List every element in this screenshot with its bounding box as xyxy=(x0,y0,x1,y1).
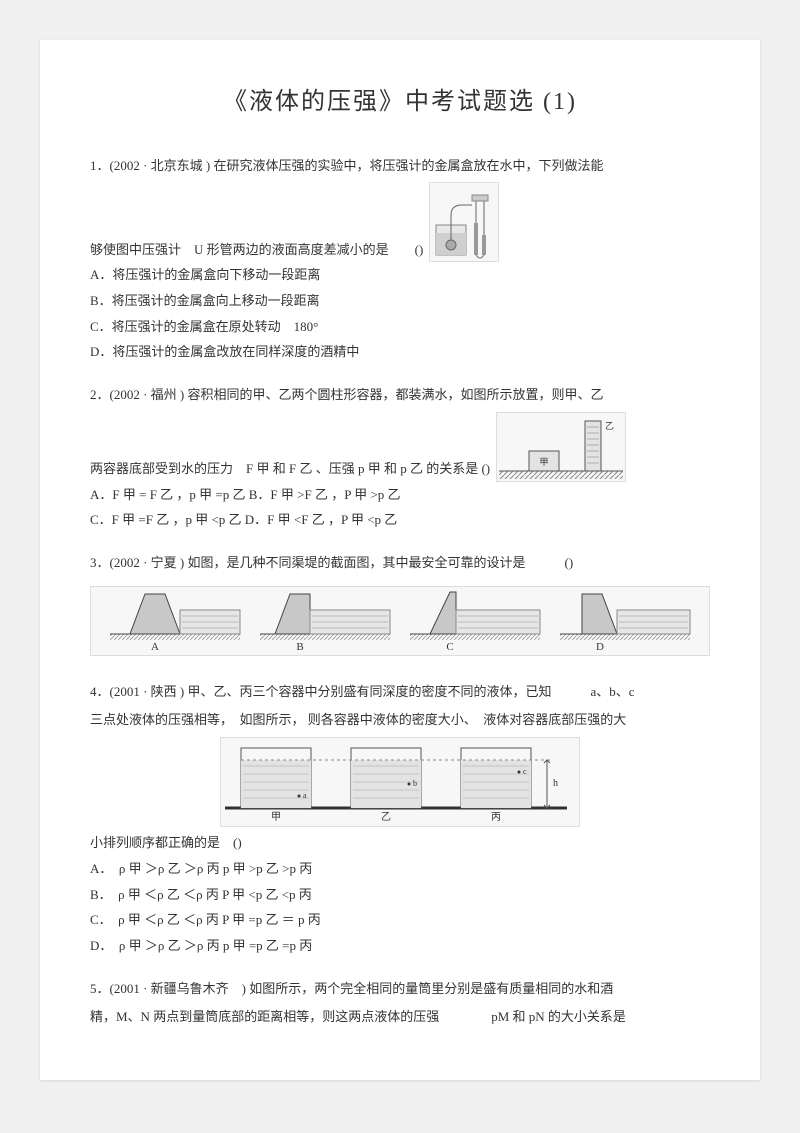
svg-text:B: B xyxy=(296,641,303,653)
q4-stem: 4．(2001 · 陕西 ) 甲、乙、丙三个容器中分别盛有同深度的密度不同的液体… xyxy=(90,680,710,705)
document-page: 《液体的压强》中考试题选 (1) 1．(2002 · 北京东城 ) 在研究液体压… xyxy=(40,40,760,1080)
svg-text:乙: 乙 xyxy=(605,421,614,431)
q1-cont-row: 够使图中压强计 U 形管两边的液面高度差减小的是 () xyxy=(90,182,710,262)
svg-text:甲: 甲 xyxy=(271,812,281,822)
q1-opt-c: C．将压强计的金属盒在原处转动 180° xyxy=(90,315,710,340)
q4-opt-a: A． ρ 甲 ＞ρ 乙 ＞ρ 丙 p 甲 >p 乙 >p 丙 xyxy=(90,857,710,882)
q1-stem: 1．(2002 · 北京东城 ) 在研究液体压强的实验中，将压强计的金属盒放在水… xyxy=(90,154,710,179)
q1-options: A．将压强计的金属盒向下移动一段距离 B．将压强计的金属盒向上移动一段距离 C．… xyxy=(90,263,710,365)
svg-text:丙: 丙 xyxy=(491,812,501,822)
q1-opt-d: D．将压强计的金属盒改放在同样深度的酒精中 xyxy=(90,340,710,365)
page-title: 《液体的压强》中考试题选 (1) xyxy=(90,80,710,126)
svg-text:甲: 甲 xyxy=(540,457,549,467)
svg-text:D: D xyxy=(596,641,604,653)
question-3: 3．(2002 · 宁夏 ) 如图，是几种不同渠堤的截面图，其中最安全可靠的设计… xyxy=(90,551,710,662)
svg-text:A: A xyxy=(151,641,159,653)
q3-stem: 3．(2002 · 宁夏 ) 如图，是几种不同渠堤的截面图，其中最安全可靠的设计… xyxy=(90,551,710,576)
q4-figure: a 甲 b 乙 xyxy=(220,737,580,827)
q2-cont-row: 两容器底部受到水的压力 F 甲 和 F 乙 、压强 p 甲 和 p 乙 的关系是… xyxy=(90,412,710,482)
question-2: 2．(2002 · 福州 ) 容积相同的甲、乙两个圆柱形容器，都装满水，如图所示… xyxy=(90,383,710,533)
svg-text:C: C xyxy=(446,641,453,653)
q3-figure: A B xyxy=(90,586,710,656)
q4-opt-c: C． ρ 甲 ＜ρ 乙 ＜ρ 丙 P 甲 =p 乙 ＝ p 丙 xyxy=(90,908,710,933)
q5-stem: 5．(2001 · 新疆乌鲁木齐 ) 如图所示，两个完全相同的量筒里分别是盛有质… xyxy=(90,977,710,1002)
q2-stem: 2．(2002 · 福州 ) 容积相同的甲、乙两个圆柱形容器，都装满水，如图所示… xyxy=(90,383,710,408)
q2-row2: C．F 甲 =F 乙 ，p 甲 <p 乙 D．F 甲 <F 乙 ，P 甲 <p … xyxy=(90,508,710,533)
question-5: 5．(2001 · 新疆乌鲁木齐 ) 如图所示，两个完全相同的量筒里分别是盛有质… xyxy=(90,977,710,1030)
svg-text:h: h xyxy=(553,778,558,789)
q4-opt-b: B． ρ 甲 ＜ρ 乙 ＜ρ 丙 P 甲 <p 乙 <p 丙 xyxy=(90,883,710,908)
q1-opt-a: A．将压强计的金属盒向下移动一段距离 xyxy=(90,263,710,288)
q4-options: A． ρ 甲 ＞ρ 乙 ＞ρ 丙 p 甲 >p 乙 >p 丙 B． ρ 甲 ＜ρ… xyxy=(90,857,710,959)
q4-cont2: 小排列顺序都正确的是 () xyxy=(90,831,710,856)
question-4: 4．(2001 · 陕西 ) 甲、乙、丙三个容器中分别盛有同深度的密度不同的液体… xyxy=(90,680,710,959)
question-1: 1．(2002 · 北京东城 ) 在研究液体压强的实验中，将压强计的金属盒放在水… xyxy=(90,154,710,365)
svg-text:c: c xyxy=(523,767,527,776)
q2-row1: A．F 甲 = F 乙 ，p 甲 =p 乙 B．F 甲 >F 乙 ，P 甲 >p… xyxy=(90,483,710,508)
q2-figure: 甲 乙 xyxy=(496,412,626,482)
q2-options: A．F 甲 = F 乙 ，p 甲 =p 乙 B．F 甲 >F 乙 ，P 甲 >p… xyxy=(90,483,710,533)
svg-text:a: a xyxy=(303,791,307,800)
svg-text:b: b xyxy=(413,779,417,788)
q1-cont: 够使图中压强计 U 形管两边的液面高度差减小的是 () xyxy=(90,238,423,263)
q5-cont: 精，M、N 两点到量筒底部的距离相等，则这两点液体的压强 pM 和 pN 的大小… xyxy=(90,1005,710,1030)
q1-figure xyxy=(429,182,499,262)
q2-cont: 两容器底部受到水的压力 F 甲 和 F 乙 、压强 p 甲 和 p 乙 的关系是… xyxy=(90,457,490,482)
q1-opt-b: B．将压强计的金属盒向上移动一段距离 xyxy=(90,289,710,314)
q4-opt-d: D． ρ 甲 ＞ρ 乙 ＞ρ 丙 p 甲 =p 乙 =p 丙 xyxy=(90,934,710,959)
svg-text:乙: 乙 xyxy=(381,811,391,822)
q4-cont1: 三点处液体的压强相等， 如图所示， 则各容器中液体的密度大小、 液体对容器底部压… xyxy=(90,708,710,733)
